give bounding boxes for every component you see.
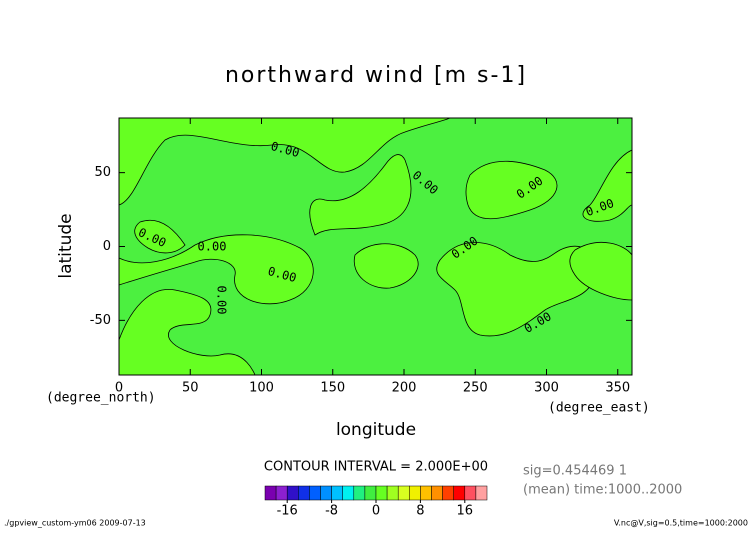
colorbar: -16 -8 0 8 16 <box>264 485 488 519</box>
colorbar-box <box>420 485 432 501</box>
colorbar-box <box>309 485 321 501</box>
x-unit: (degree_east) <box>548 401 650 416</box>
colorbar-box <box>442 485 454 501</box>
x-tick-label: 300 <box>534 381 559 396</box>
y-label: latitude <box>56 213 76 278</box>
contour-label: 0.00 <box>198 240 227 254</box>
colorbar-tick-label: -8 <box>325 504 338 519</box>
contour-field: 0.000.00 0.000.000.00 0.000.000.000.000.00 <box>118 117 633 376</box>
y-tick-label: 50 <box>94 165 111 180</box>
x-tick-label: 100 <box>249 381 274 396</box>
footer-right: V.nc@V,sig=0.5,time=1000:2000 <box>614 519 748 528</box>
colorbar-box <box>320 485 332 501</box>
contour-interval: CONTOUR INTERVAL = 2.000E+00 <box>264 460 488 475</box>
axes: 0 50 100 150 200 250 300 350 -50 0 50 <box>90 118 632 396</box>
colorbar-box <box>331 485 343 501</box>
colorbar-box <box>475 485 488 501</box>
x-label: longitude <box>336 420 416 440</box>
info-line: sig=0.454469 1 <box>523 464 627 479</box>
colorbar-tick-label: 16 <box>457 504 474 519</box>
colorbar-box <box>353 485 366 501</box>
colorbar-box <box>431 485 443 501</box>
colorbar-box <box>264 485 277 501</box>
y-tick-label: 0 <box>103 239 111 254</box>
x-tick-label: 200 <box>392 381 417 396</box>
info-line: (mean) time:1000..2000 <box>523 483 682 498</box>
colorbar-box <box>286 485 299 501</box>
colorbar-box <box>342 485 355 501</box>
colorbar-box <box>453 485 466 501</box>
contour-regions <box>118 117 633 376</box>
x-tick-label: 250 <box>463 381 488 396</box>
y-tick-label: -50 <box>90 313 111 328</box>
colorbar-tick-label: 0 <box>372 504 380 519</box>
colorbar-box <box>409 485 421 501</box>
y-unit: (degree_north) <box>46 391 156 406</box>
x-tick-label: 350 <box>605 381 630 396</box>
colorbar-box <box>386 485 399 501</box>
x-tick-label: 0 <box>115 381 123 396</box>
colorbar-box <box>375 485 388 501</box>
colorbar-box <box>397 485 410 501</box>
colorbar-box <box>275 485 288 501</box>
colorbar-tick-label: -16 <box>277 504 298 519</box>
colorbar-tick-label: 8 <box>416 504 424 519</box>
x-tick-label: 150 <box>320 381 345 396</box>
chart-title: northward wind [m s-1] <box>225 63 527 88</box>
contour-label: 0.00 <box>215 286 229 315</box>
colorbar-box <box>464 485 477 501</box>
colorbar-box <box>364 485 377 501</box>
x-tick-label: 50 <box>182 381 199 396</box>
colorbar-box <box>298 485 310 501</box>
footer-left: ./gpview_custom-ym06 2009-07-13 <box>4 519 146 528</box>
